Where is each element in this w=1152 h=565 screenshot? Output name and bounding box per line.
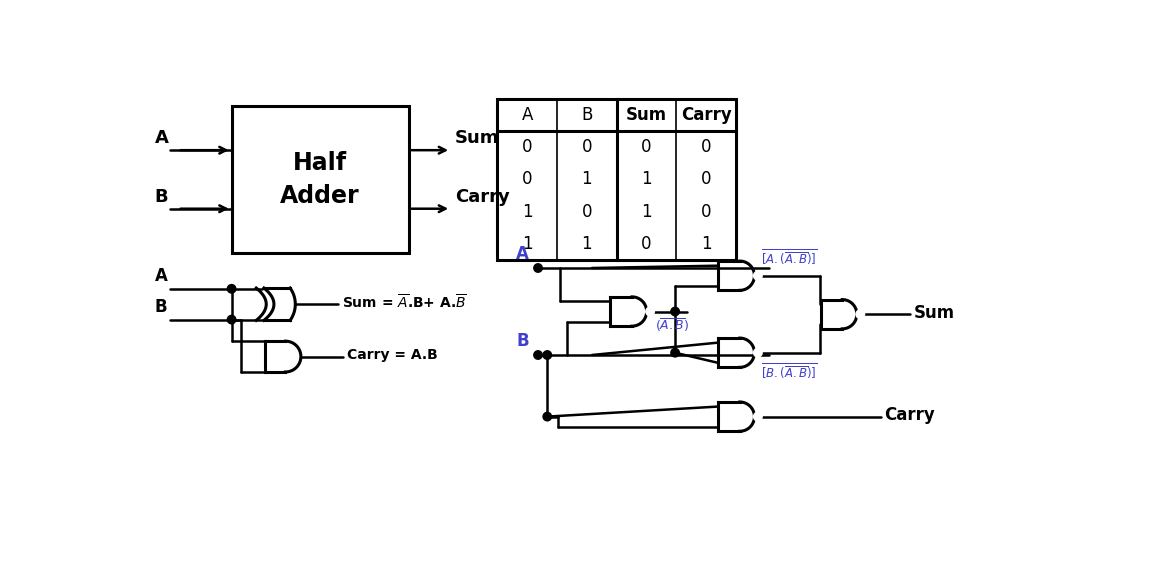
Text: A: A — [522, 106, 532, 124]
Circle shape — [227, 315, 236, 324]
Text: 0: 0 — [700, 138, 711, 156]
Text: 1: 1 — [522, 235, 532, 253]
Text: 1: 1 — [522, 203, 532, 221]
Text: Half: Half — [293, 150, 347, 175]
Text: B: B — [581, 106, 592, 124]
Bar — [498, 99, 736, 260]
Text: 0: 0 — [582, 138, 592, 156]
Text: 0: 0 — [642, 235, 652, 253]
Text: 1: 1 — [700, 235, 712, 253]
Text: 0: 0 — [522, 171, 532, 189]
Text: Sum = $\overline{A}$.B+ A.$\overline{B}$: Sum = $\overline{A}$.B+ A.$\overline{B}$ — [341, 293, 467, 312]
Text: 0: 0 — [642, 138, 652, 156]
Text: 0: 0 — [582, 203, 592, 221]
Circle shape — [543, 351, 552, 359]
Circle shape — [670, 307, 680, 316]
Text: Sum: Sum — [455, 129, 499, 147]
Text: Carry: Carry — [885, 406, 935, 424]
Circle shape — [755, 272, 761, 279]
Text: A: A — [154, 267, 167, 285]
Text: B: B — [154, 298, 167, 316]
Text: Sum: Sum — [626, 106, 667, 124]
Text: 1: 1 — [642, 203, 652, 221]
Text: B: B — [516, 332, 529, 350]
Circle shape — [646, 308, 653, 315]
Text: 1: 1 — [582, 171, 592, 189]
Text: 0: 0 — [700, 203, 711, 221]
Text: A: A — [516, 245, 529, 263]
Text: Carry: Carry — [455, 188, 509, 206]
Text: 1: 1 — [642, 171, 652, 189]
Text: 1: 1 — [582, 235, 592, 253]
Circle shape — [755, 349, 761, 356]
Circle shape — [227, 285, 236, 293]
Text: Carry: Carry — [681, 106, 732, 124]
Text: B: B — [154, 188, 168, 206]
Text: A: A — [154, 129, 168, 147]
Text: Carry = A.B: Carry = A.B — [347, 348, 438, 362]
Circle shape — [533, 264, 543, 272]
Circle shape — [533, 351, 543, 359]
Text: 0: 0 — [522, 138, 532, 156]
Circle shape — [857, 311, 864, 318]
Bar — [232, 106, 409, 253]
Circle shape — [755, 413, 761, 420]
Circle shape — [670, 349, 680, 357]
Text: Adder: Adder — [280, 184, 359, 208]
Text: $\overline{[B.(\overline{A.B})]}$: $\overline{[B.(\overline{A.B})]}$ — [761, 362, 818, 381]
Text: 0: 0 — [700, 171, 711, 189]
Text: $(\overline{A.B})$: $(\overline{A.B})$ — [655, 317, 689, 334]
Text: $\overline{[A.(\overline{A.B})]}$: $\overline{[A.(\overline{A.B})]}$ — [761, 247, 818, 267]
Text: Sum: Sum — [914, 303, 955, 321]
Circle shape — [543, 412, 552, 421]
